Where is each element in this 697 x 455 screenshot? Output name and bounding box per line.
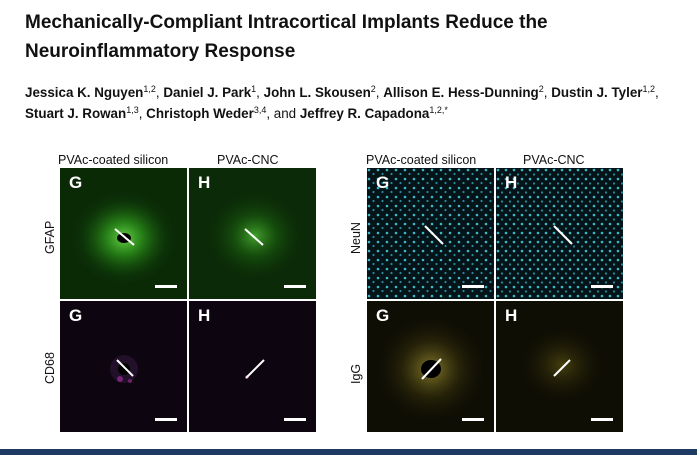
author-8: Jeffrey R. Capadona1,2,* xyxy=(299,105,448,122)
gfap-silicon-image: G xyxy=(60,168,187,299)
panel-letter-g: G xyxy=(69,173,83,192)
panel-letter-h: H xyxy=(198,306,211,325)
row-label-cd68: CD68 xyxy=(43,352,57,384)
panel-letter-g: G xyxy=(376,173,390,192)
neun-silicon-image: G xyxy=(367,168,494,299)
scale-bar xyxy=(591,418,613,421)
panel-letter-g: G xyxy=(69,306,83,325)
paper-title: Mechanically-Compliant Intracortical Imp… xyxy=(25,12,548,62)
row-label-neun: NeuN xyxy=(349,222,363,254)
gfap-cnc-image: H xyxy=(189,168,316,299)
author-list: Jessica K. Nguyen1,2, Daniel J. Park1, J… xyxy=(25,82,685,124)
cd68-silicon-image: G xyxy=(60,301,187,432)
scale-bar xyxy=(155,285,177,288)
scale-bar xyxy=(591,285,613,288)
scale-bar xyxy=(284,285,306,288)
footer-bar xyxy=(0,449,697,455)
panel-letter-g: G xyxy=(376,306,390,325)
row-label-gfap: GFAP xyxy=(43,220,57,254)
author-2: Daniel J. Park1, xyxy=(163,84,264,101)
author-5: Dustin J. Tyler1,2, xyxy=(551,84,659,101)
neun-cnc-image: H xyxy=(496,168,623,299)
author-4: Allison E. Hess-Dunning2, xyxy=(383,84,552,101)
cd68-cnc-image: H xyxy=(189,301,316,432)
panel-letter-h: H xyxy=(505,306,518,325)
panel-letter-h: H xyxy=(198,173,211,192)
author-7: Christoph Weder3,4, and xyxy=(146,105,300,122)
author-1: Jessica K. Nguyen1,2, xyxy=(25,84,164,101)
scale-bar xyxy=(155,418,177,421)
scale-bar xyxy=(284,418,306,421)
row-label-igg: IgG xyxy=(349,363,363,384)
author-3: John L. Skousen2, xyxy=(263,84,384,101)
igg-cnc-image: H xyxy=(496,301,623,432)
col-label-pvac-cnc: PVAc-CNC xyxy=(217,153,279,167)
scale-bar xyxy=(462,418,484,421)
scale-bar xyxy=(462,285,484,288)
col-label-pvac-silicon: PVAc-coated silicon xyxy=(58,153,169,167)
col-label-pvac-cnc: PVAc-CNC xyxy=(523,153,585,167)
panel-letter-h: H xyxy=(505,173,518,192)
igg-silicon-image: G xyxy=(367,301,494,432)
col-label-pvac-silicon: PVAc-coated silicon xyxy=(366,153,477,167)
author-6: Stuart J. Rowan1,3, xyxy=(25,105,147,122)
